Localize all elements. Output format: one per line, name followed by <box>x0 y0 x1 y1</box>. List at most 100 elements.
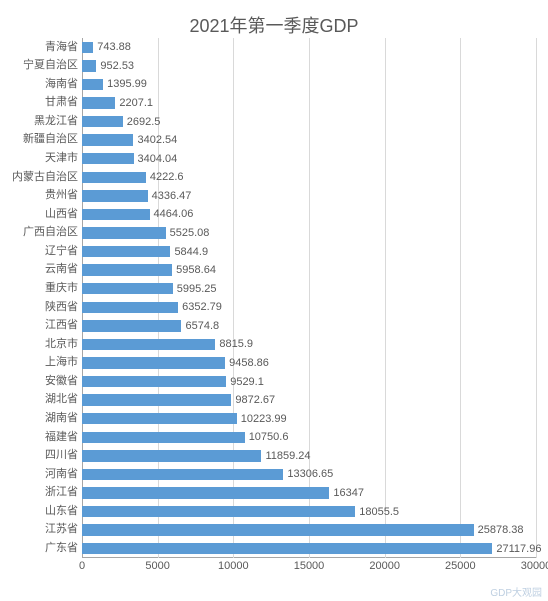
category-label: 内蒙古自治区 <box>12 172 82 184</box>
bar-row: 江苏省25878.38 <box>82 524 536 536</box>
bar-row: 山东省18055.5 <box>82 506 536 518</box>
category-label: 湖南省 <box>45 413 82 425</box>
bar-row: 海南省1395.99 <box>82 79 536 91</box>
bar <box>82 97 115 109</box>
bar <box>82 357 225 369</box>
bar <box>82 506 355 518</box>
value-label: 6574.8 <box>181 320 219 332</box>
bar-row: 宁夏自治区952.53 <box>82 60 536 72</box>
category-label: 黑龙江省 <box>34 116 82 128</box>
x-tick-label: 15000 <box>294 560 325 572</box>
bar <box>82 413 237 425</box>
bar-row: 四川省11859.24 <box>82 450 536 462</box>
category-label: 江苏省 <box>45 524 82 536</box>
value-label: 18055.5 <box>355 506 399 518</box>
bar-row: 湖南省10223.99 <box>82 413 536 425</box>
bar-row: 广西自治区5525.08 <box>82 227 536 239</box>
bar <box>82 394 231 406</box>
value-label: 4336.47 <box>148 190 192 202</box>
value-label: 13306.65 <box>283 468 333 480</box>
category-label: 广西自治区 <box>23 227 82 239</box>
bar-row: 湖北省9872.67 <box>82 394 536 406</box>
bar-row: 甘肃省2207.1 <box>82 97 536 109</box>
value-label: 9529.1 <box>226 376 264 388</box>
bar-row: 江西省6574.8 <box>82 320 536 332</box>
bar <box>82 79 103 91</box>
plot-area: 050001000015000200002500030000青海省743.88宁… <box>82 38 536 574</box>
bar-row: 安徽省9529.1 <box>82 376 536 388</box>
bar <box>82 227 166 239</box>
category-label: 宁夏自治区 <box>23 60 82 72</box>
bar-row: 浙江省16347 <box>82 487 536 499</box>
value-label: 9458.86 <box>225 357 269 369</box>
x-tick-label: 25000 <box>445 560 476 572</box>
bar <box>82 450 261 462</box>
bar-row: 内蒙古自治区4222.6 <box>82 172 536 184</box>
value-label: 10223.99 <box>237 413 287 425</box>
bar-row: 北京市8815.9 <box>82 339 536 351</box>
value-label: 10750.6 <box>245 431 289 443</box>
value-label: 25878.38 <box>474 524 524 536</box>
bar-row: 山西省4464.06 <box>82 209 536 221</box>
category-label: 甘肃省 <box>45 97 82 109</box>
value-label: 27117.96 <box>492 543 541 555</box>
bar-row: 重庆市5995.25 <box>82 283 536 295</box>
bar-row: 青海省743.88 <box>82 42 536 54</box>
value-label: 2692.5 <box>123 116 161 128</box>
value-label: 8815.9 <box>215 338 253 350</box>
category-label: 天津市 <box>45 153 82 165</box>
value-label: 11859.24 <box>261 450 310 462</box>
value-label: 952.53 <box>96 60 134 72</box>
category-label: 山东省 <box>45 506 82 518</box>
bar-row: 福建省10750.6 <box>82 432 536 444</box>
bar <box>82 190 148 202</box>
bar <box>82 209 150 221</box>
bar <box>82 153 134 165</box>
category-label: 陕西省 <box>45 302 82 314</box>
category-label: 山西省 <box>45 209 82 221</box>
bar <box>82 432 245 444</box>
value-label: 3404.04 <box>134 153 178 165</box>
bar-row: 辽宁省5844.9 <box>82 246 536 258</box>
bar <box>82 172 146 184</box>
value-label: 4222.6 <box>146 171 184 183</box>
x-tick-label: 0 <box>79 560 85 572</box>
value-label: 16347 <box>329 487 364 499</box>
value-label: 4464.06 <box>150 208 194 220</box>
category-label: 上海市 <box>45 357 82 369</box>
x-tick-label: 30000 <box>521 560 548 572</box>
bar <box>82 302 178 314</box>
bar-row: 贵州省4336.47 <box>82 190 536 202</box>
category-label: 福建省 <box>45 432 82 444</box>
bar <box>82 320 181 332</box>
category-label: 贵州省 <box>45 190 82 202</box>
bar-row: 云南省5958.64 <box>82 264 536 276</box>
bar-row: 广东省27117.96 <box>82 543 536 555</box>
value-label: 5958.64 <box>172 264 216 276</box>
bar <box>82 264 172 276</box>
value-label: 2207.1 <box>115 97 153 109</box>
bar <box>82 246 170 258</box>
category-label: 青海省 <box>45 42 82 54</box>
bar-row: 河南省13306.65 <box>82 469 536 481</box>
category-label: 四川省 <box>45 450 82 462</box>
chart-container: 2021年第一季度GDP 050001000015000200002500030… <box>0 0 548 601</box>
category-label: 河南省 <box>45 469 82 481</box>
bar-row: 陕西省6352.79 <box>82 302 536 314</box>
bar <box>82 283 173 295</box>
bar <box>82 524 474 536</box>
value-label: 6352.79 <box>178 301 222 313</box>
x-tick-label: 5000 <box>145 560 169 572</box>
bar <box>82 134 133 146</box>
value-label: 5844.9 <box>170 246 208 258</box>
value-label: 9872.67 <box>231 394 275 406</box>
category-label: 湖北省 <box>45 394 82 406</box>
bar-row: 天津市3404.04 <box>82 153 536 165</box>
value-label: 5525.08 <box>166 227 210 239</box>
bar <box>82 376 226 388</box>
category-label: 海南省 <box>45 79 82 91</box>
category-label: 重庆市 <box>45 283 82 295</box>
bar <box>82 116 123 128</box>
bar <box>82 42 93 54</box>
category-label: 安徽省 <box>45 376 82 388</box>
